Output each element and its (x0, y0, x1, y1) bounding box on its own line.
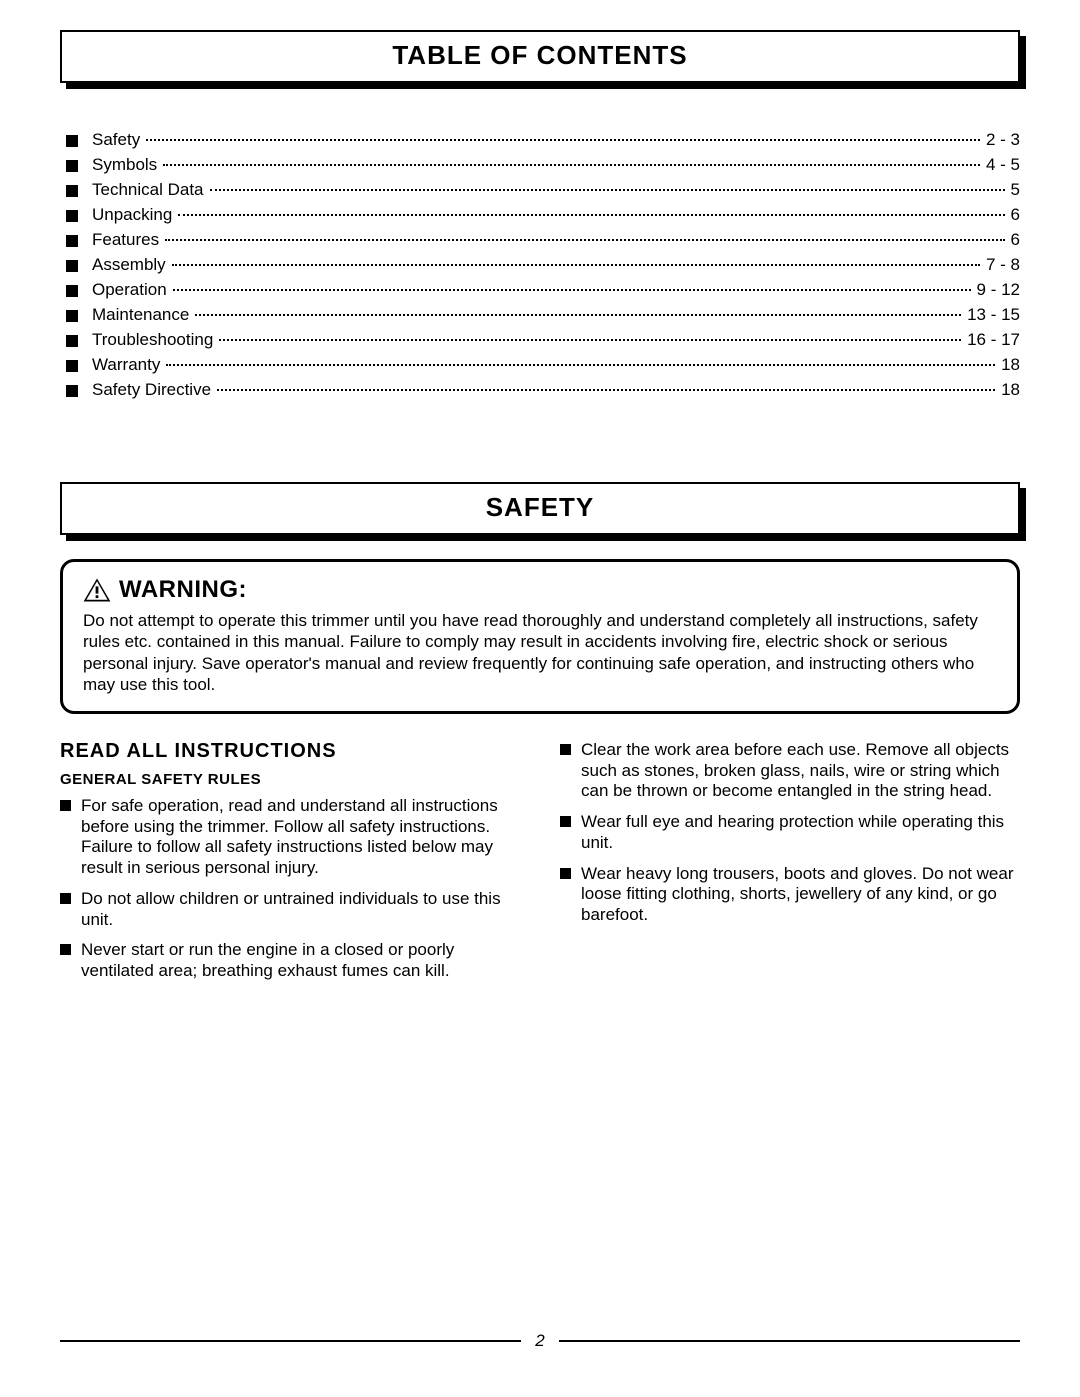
toc-row: Unpacking 6 (60, 202, 1020, 227)
square-bullet-icon (560, 744, 571, 755)
instruction-text: Never start or run the engine in a close… (81, 940, 520, 981)
toc-header: TABLE OF CONTENTS (60, 30, 1020, 83)
toc-row: Troubleshooting 16 - 17 (60, 327, 1020, 352)
instruction-item: Wear heavy long trousers, boots and glov… (560, 864, 1020, 926)
square-bullet-icon (560, 868, 571, 879)
toc-leader-dots (165, 239, 1004, 241)
toc-label: Features (92, 230, 163, 250)
toc-row: Safety 2 - 3 (60, 127, 1020, 152)
toc-label: Safety Directive (92, 380, 215, 400)
toc-leader-dots (163, 164, 980, 166)
toc-pages: 9 - 12 (973, 280, 1020, 300)
toc-row: Warranty 18 (60, 352, 1020, 377)
instruction-item: For safe operation, read and understand … (60, 796, 520, 879)
toc-label: Troubleshooting (92, 330, 217, 350)
toc-pages: 7 - 8 (982, 255, 1020, 275)
toc-row: Symbols 4 - 5 (60, 152, 1020, 177)
toc-leader-dots (166, 364, 995, 366)
toc-leader-dots (219, 339, 961, 341)
square-bullet-icon (66, 385, 78, 397)
warning-triangle-icon (83, 578, 111, 602)
toc-leader-dots (210, 189, 1005, 191)
toc-leader-dots (173, 289, 971, 291)
toc-pages: 6 (1007, 205, 1020, 225)
toc-label: Assembly (92, 255, 170, 275)
toc-label: Technical Data (92, 180, 208, 200)
page-number: 2 (521, 1331, 558, 1351)
toc-header-title: TABLE OF CONTENTS (60, 30, 1020, 83)
toc-row: Features 6 (60, 227, 1020, 252)
toc-pages: 13 - 15 (963, 305, 1020, 325)
safety-header: SAFETY (60, 482, 1020, 535)
toc-label: Warranty (92, 355, 164, 375)
toc-pages: 6 (1007, 230, 1020, 250)
square-bullet-icon (60, 800, 71, 811)
square-bullet-icon (66, 185, 78, 197)
toc-pages: 5 (1007, 180, 1020, 200)
toc-label: Safety (92, 130, 144, 150)
toc-row: Safety Directive 18 (60, 377, 1020, 402)
square-bullet-icon (560, 816, 571, 827)
general-safety-subheading: GENERAL SAFETY RULES (60, 771, 520, 788)
page-footer: 2 (60, 1331, 1020, 1351)
toc-leader-dots (178, 214, 1004, 216)
square-bullet-icon (66, 235, 78, 247)
square-bullet-icon (66, 160, 78, 172)
instruction-item: Never start or run the engine in a close… (60, 940, 520, 981)
instruction-item: Do not allow children or untrained indiv… (60, 889, 520, 930)
toc-row: Technical Data 5 (60, 177, 1020, 202)
toc-pages: 2 - 3 (982, 130, 1020, 150)
toc-pages: 18 (997, 355, 1020, 375)
square-bullet-icon (66, 210, 78, 222)
toc-pages: 18 (997, 380, 1020, 400)
toc-pages: 16 - 17 (963, 330, 1020, 350)
footer-rule-left (60, 1340, 521, 1342)
toc-leader-dots (146, 139, 980, 141)
instruction-text: Wear full eye and hearing protection whi… (581, 812, 1020, 853)
toc-row: Operation 9 - 12 (60, 277, 1020, 302)
instructions-left-column: READ ALL INSTRUCTIONS GENERAL SAFETY RUL… (60, 740, 520, 992)
toc-list: Safety 2 - 3 Symbols 4 - 5 Technical Dat… (60, 107, 1020, 402)
instruction-text: Do not allow children or untrained indiv… (81, 889, 520, 930)
square-bullet-icon (66, 135, 78, 147)
warning-heading: WARNING: (83, 576, 997, 604)
toc-leader-dots (195, 314, 961, 316)
toc-label: Maintenance (92, 305, 193, 325)
toc-leader-dots (217, 389, 995, 391)
square-bullet-icon (66, 285, 78, 297)
toc-label: Symbols (92, 155, 161, 175)
square-bullet-icon (66, 310, 78, 322)
square-bullet-icon (66, 360, 78, 372)
instruction-item: Clear the work area before each use. Rem… (560, 740, 1020, 802)
warning-title: WARNING: (119, 576, 247, 604)
instruction-text: For safe operation, read and understand … (81, 796, 520, 879)
toc-row: Maintenance 13 - 15 (60, 302, 1020, 327)
toc-label: Operation (92, 280, 171, 300)
square-bullet-icon (66, 335, 78, 347)
footer-rule-right (559, 1340, 1020, 1342)
toc-row: Assembly 7 - 8 (60, 252, 1020, 277)
read-all-heading: READ ALL INSTRUCTIONS (60, 740, 520, 763)
manual-page: TABLE OF CONTENTS Safety 2 - 3 Symbols 4… (0, 0, 1080, 1397)
toc-pages: 4 - 5 (982, 155, 1020, 175)
square-bullet-icon (66, 260, 78, 272)
instructions-columns: READ ALL INSTRUCTIONS GENERAL SAFETY RUL… (60, 740, 1020, 992)
safety-header-title: SAFETY (60, 482, 1020, 535)
instruction-text: Wear heavy long trousers, boots and glov… (581, 864, 1020, 926)
square-bullet-icon (60, 893, 71, 904)
instructions-right-column: Clear the work area before each use. Rem… (560, 740, 1020, 992)
warning-text: Do not attempt to operate this trimmer u… (83, 610, 997, 695)
warning-box: WARNING: Do not attempt to operate this … (60, 559, 1020, 714)
instruction-text: Clear the work area before each use. Rem… (581, 740, 1020, 802)
instruction-item: Wear full eye and hearing protection whi… (560, 812, 1020, 853)
square-bullet-icon (60, 944, 71, 955)
toc-leader-dots (172, 264, 980, 266)
toc-label: Unpacking (92, 205, 176, 225)
